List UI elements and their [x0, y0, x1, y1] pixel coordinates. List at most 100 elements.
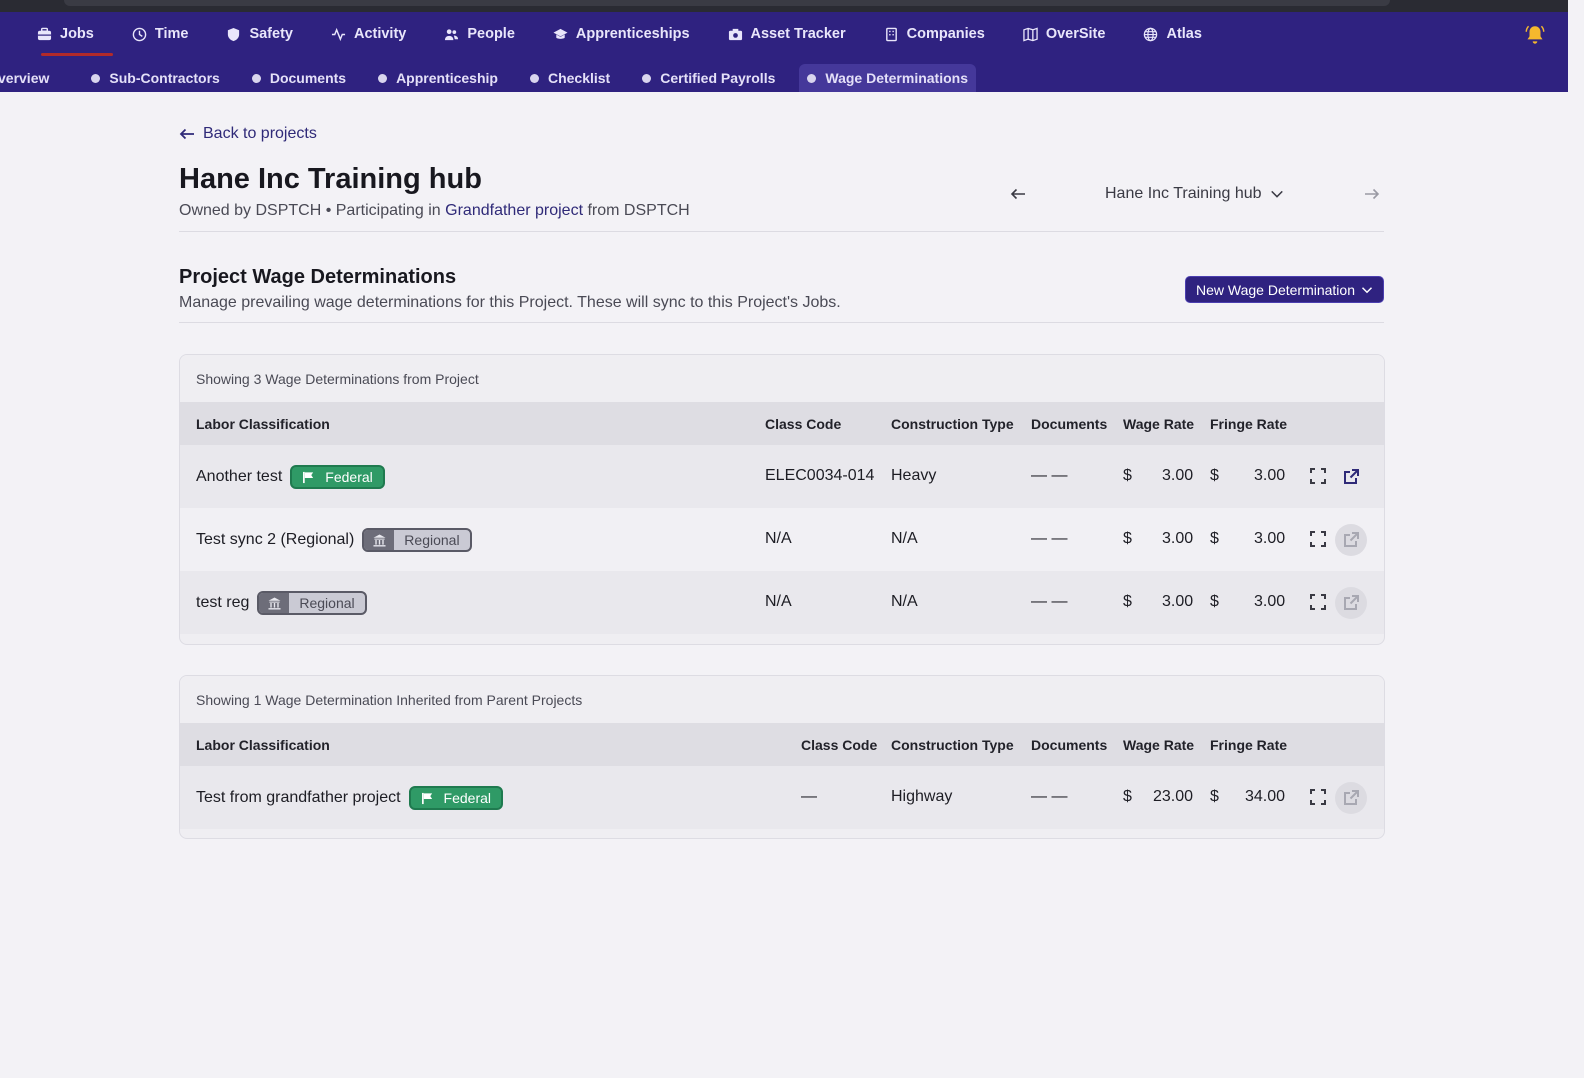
bank-icon	[268, 596, 281, 610]
wage-rate-cell: 23.00	[1153, 788, 1194, 805]
owner-prefix: Owned by DSPTCH • Participating in	[179, 202, 441, 219]
table-row[interactable]: Another test Federal ELEC0034-014 Heavy …	[180, 445, 1384, 508]
wage-currency: $	[1123, 530, 1132, 547]
nav-people[interactable]: People	[425, 14, 534, 54]
col-fringe-rate: Fringe Rate	[1210, 416, 1288, 432]
expand-icon[interactable]	[1309, 788, 1327, 806]
map-icon	[1023, 26, 1038, 42]
fringe-rate-cell: 3.00	[1254, 530, 1286, 547]
divider	[179, 322, 1384, 323]
nav-safety[interactable]: Safety	[207, 14, 312, 54]
nav-companies-label: Companies	[906, 26, 985, 42]
tab-sub-contractors[interactable]: Sub-Contractors	[83, 64, 227, 92]
federal-badge: Federal	[408, 786, 504, 810]
labor-classification-name: Test sync 2 (Regional)	[196, 531, 355, 548]
class-code-cell: —	[801, 788, 817, 805]
back-to-projects-link[interactable]: Back to projects	[179, 125, 317, 143]
open-external-button[interactable]	[1335, 461, 1367, 493]
col-fringe-rate: Fringe Rate	[1210, 737, 1288, 753]
tab-documents[interactable]: Documents	[244, 64, 354, 92]
expand-icon[interactable]	[1309, 593, 1327, 611]
chevron-down-icon	[1270, 190, 1283, 198]
documents-cell: — —	[1031, 467, 1068, 484]
expand-icon[interactable]	[1309, 530, 1327, 548]
open-external-button[interactable]	[1335, 524, 1367, 556]
secondary-nav: verview Sub-Contractors Documents Appren…	[0, 64, 992, 92]
nav-atlas[interactable]: Atlas	[1124, 14, 1220, 54]
table-row[interactable]: Test from grandfather project Federal — …	[180, 766, 1384, 829]
labor-classification-cell: Test sync 2 (Regional) Regional	[196, 528, 472, 552]
badge-label: Regional	[404, 532, 460, 548]
nav-jobs[interactable]: Jobs	[18, 14, 113, 56]
tab-dot-icon	[378, 73, 388, 83]
users-icon	[445, 28, 459, 40]
nav-time-label: Time	[154, 26, 189, 42]
nav-oversite-label: OverSite	[1045, 26, 1106, 42]
class-code-cell: N/A	[765, 593, 792, 610]
tab-certified-payrolls-label: Certified Payrolls	[660, 70, 776, 86]
shield-icon	[228, 27, 240, 41]
class-code-cell: ELEC0034-014	[765, 467, 875, 484]
labor-classification-cell: test reg Regional	[196, 591, 367, 615]
project-wage-determinations-table: Showing 3 Wage Determinations from Proje…	[179, 354, 1385, 645]
tab-apprenticeship[interactable]: Apprenticeship	[370, 64, 506, 92]
regional-badge: Regional	[362, 528, 472, 552]
new-wage-determination-label: New Wage Determination	[1196, 281, 1355, 298]
bank-icon	[373, 533, 386, 547]
tab-wage-determinations[interactable]: Wage Determinations	[799, 64, 976, 92]
fringe-currency: $	[1210, 788, 1219, 805]
bank-icon-box	[259, 593, 290, 613]
tab-overview[interactable]: verview	[0, 64, 57, 92]
nav-apprenticeships[interactable]: Apprenticeships	[534, 14, 709, 54]
camera-icon	[728, 28, 742, 40]
col-labor-classification: Labor Classification	[196, 416, 330, 432]
open-external-button[interactable]	[1335, 587, 1367, 619]
browser-strip	[0, 0, 1568, 12]
previous-project-button[interactable]	[1005, 181, 1031, 207]
open-external-button[interactable]	[1335, 782, 1367, 814]
table-row[interactable]: Test sync 2 (Regional) Regional N/A N/A …	[180, 508, 1384, 571]
project-selector-dropdown[interactable]: Hane Inc Training hub	[1105, 185, 1284, 203]
tab-documents-label: Documents	[269, 70, 347, 86]
external-link-icon	[1344, 790, 1359, 805]
owner-suffix: from DSPTCH	[587, 202, 690, 219]
nav-atlas-label: Atlas	[1166, 26, 1202, 42]
nav-asset-tracker[interactable]: Asset Tracker	[709, 14, 865, 54]
fringe-rate-cell: 3.00	[1254, 467, 1286, 484]
parent-project-link[interactable]: Grandfather project	[445, 202, 584, 219]
new-wage-determination-button[interactable]: New Wage Determination	[1185, 276, 1384, 303]
fringe-rate-cell: 34.00	[1245, 788, 1286, 805]
flag-icon	[303, 471, 314, 483]
section-description: Manage prevailing wage determinations fo…	[179, 294, 841, 311]
nav-oversite[interactable]: OverSite	[1004, 14, 1125, 54]
fringe-currency: $	[1210, 530, 1219, 547]
wage-rate-cell: 3.00	[1162, 467, 1194, 484]
tab-apprenticeship-label: Apprenticeship	[396, 70, 498, 86]
documents-cell: — —	[1031, 788, 1068, 805]
tab-dot-icon	[642, 73, 652, 83]
page-title: Hane Inc Training hub	[179, 163, 482, 195]
nav-time[interactable]: Time	[113, 14, 208, 54]
badge-label: Regional	[299, 595, 355, 611]
nav-apprenticeships-label: Apprenticeships	[575, 26, 690, 42]
expand-icon[interactable]	[1309, 467, 1327, 485]
labor-classification-cell: Test from grandfather project Federal	[196, 786, 504, 810]
chevron-down-icon	[1361, 286, 1373, 293]
col-wage-rate: Wage Rate	[1123, 737, 1195, 753]
table-row[interactable]: test reg Regional N/A N/A — — $ 3.00 $ 3…	[180, 571, 1384, 634]
tab-checklist[interactable]: Checklist	[522, 64, 618, 92]
nav-companies[interactable]: Companies	[865, 14, 1004, 54]
tab-certified-payrolls[interactable]: Certified Payrolls	[634, 64, 783, 92]
tab-dot-icon	[91, 73, 101, 83]
table-header: Labor Classification Class Code Construc…	[180, 402, 1384, 445]
tab-overview-label: verview	[0, 70, 50, 86]
nav-activity[interactable]: Activity	[312, 14, 425, 54]
labor-classification-name: Test from grandfather project	[196, 789, 401, 806]
ownership-line: Owned by DSPTCH • Participating in Grand…	[179, 202, 690, 220]
construction-type-cell: Heavy	[891, 467, 937, 484]
browser-tab-strip	[64, 0, 1390, 6]
notifications-bell-icon[interactable]	[1524, 24, 1546, 46]
next-project-button[interactable]	[1359, 181, 1385, 207]
wage-rate-cell: 3.00	[1162, 530, 1194, 547]
project-switcher: Hane Inc Training hub	[1005, 180, 1385, 208]
